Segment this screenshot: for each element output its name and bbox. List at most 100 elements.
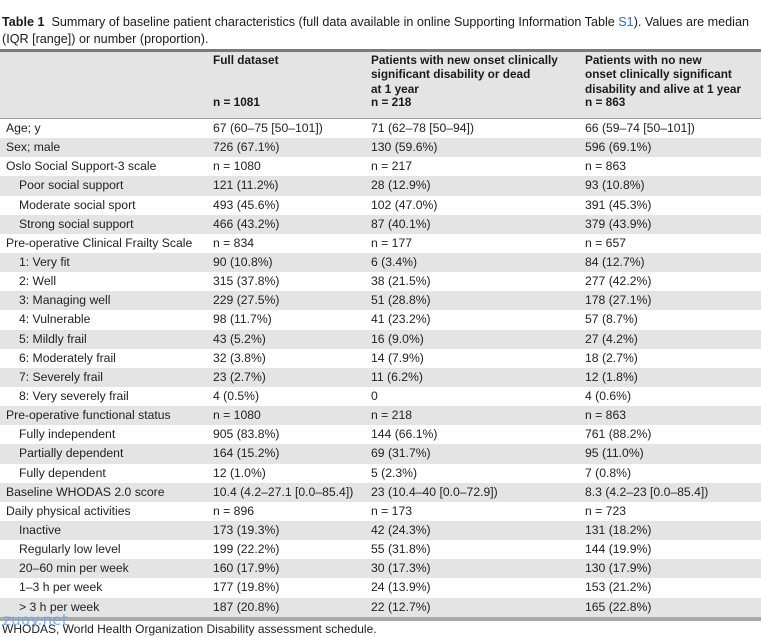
table-row: 5: Mildly frail 43 (5.2%) 16 (9.0%) 27 (4.2… [0,329,761,349]
row-label: 7: Severely frail [19,369,103,384]
cell-full-dataset: 12 (1.0%) [213,465,266,480]
table-row: > 3 h per week 187 (20.8%) 22 (12.7%) 165 (… [0,597,761,617]
cell-no-new-onset: 165 (22.8%) [585,599,652,614]
cell-full-dataset: 177 (19.8%) [213,580,280,595]
cell-new-onset: 42 (24.3%) [371,522,431,537]
cell-new-onset: 71 (62–78 [50–94]) [371,121,474,135]
cell-new-onset: 22 (12.7%) [371,599,431,614]
cell-full-dataset: n = 1080 [213,408,261,423]
cell-new-onset: 0 [371,388,378,403]
cell-full-dataset: 43 (5.2%) [213,331,266,346]
cell-no-new-onset: 95 (11.0%) [585,446,644,461]
row-label: 4: Vulnerable [19,312,91,327]
cell-full-dataset: 160 (17.9%) [213,561,280,576]
row-label: Fully dependent [19,465,106,480]
header-no-new-onset-n: n = 863 [585,95,626,109]
cell-no-new-onset: n = 863 [585,408,627,423]
cell-new-onset: 69 (31.7%) [371,446,431,461]
cell-new-onset: n = 173 [371,503,413,518]
table-bottom-rule [0,617,761,621]
cell-full-dataset: n = 896 [213,503,255,518]
table-row: Baseline WHODAS 2.0 score 10.4 (4.2–27.1 … [0,482,761,502]
cell-no-new-onset: 7 (0.8%) [585,465,632,480]
table-row: Sex; male 726 (67.1%) 130 (59.6%) 596 (69.1… [0,138,761,158]
cell-full-dataset: 905 (83.8%) [213,427,280,442]
table-row: 2: Well 315 (37.8%) 38 (21.5%) 277 (42.2%) [0,272,761,291]
row-label: Moderate social sport [19,197,136,212]
table-top-rule [0,49,761,52]
cell-full-dataset: 10.4 (4.2–27.1 [0.0–85.4]) [213,484,354,499]
caption-text-after: ). Values are median (IQR [range]) or nu… [2,15,749,46]
cell-new-onset: 55 (31.8%) [371,542,431,557]
cell-no-new-onset: 8.3 (4.2–23 [0.0–85.4]) [585,484,709,499]
row-label: 1–3 h per week [19,580,103,595]
header-full-title: Full dataset [213,53,279,67]
table-row: Oslo Social Support-3 scale n = 1080 n = 2… [0,157,761,176]
cell-full-dataset: 98 (11.7%) [213,312,272,327]
cell-new-onset: 14 (7.9%) [371,350,424,365]
table-row: 3: Managing well 229 (27.5%) 51 (28.8%) 178… [0,291,761,311]
header-full-dataset: Full dataset n = 1081 [213,53,363,117]
cell-full-dataset: 493 (45.6%) [213,197,280,212]
cell-no-new-onset: 277 (42.2%) [585,274,652,289]
cell-full-dataset: 315 (37.8%) [213,274,280,289]
row-label: 5: Mildly frail [19,331,87,346]
row-label: Pre-operative Clinical Frailty Scale [6,235,193,250]
header-no-new-onset: Patients with no new onset clinically si… [585,53,760,117]
cell-no-new-onset: 130 (17.9%) [585,561,652,576]
header-full-n: n = 1081 [213,95,260,109]
cell-new-onset: 41 (23.2%) [371,312,431,327]
table-number: Table 1 [2,15,45,29]
table-caption: Table 1 Summary of baseline patient char… [2,14,760,48]
cell-new-onset: 130 (59.6%) [371,140,438,155]
table-header: Full dataset n = 1081 Patients with new … [0,52,761,119]
cell-no-new-onset: n = 723 [585,503,627,518]
table-row: 8: Very severely frail 4 (0.5%) 0 4 (0.6%) [0,387,761,406]
table-row: Pre-operative functional status n = 1080 n… [0,406,761,426]
cell-no-new-onset: 379 (43.9%) [585,216,652,231]
cell-full-dataset: 90 (10.8%) [213,254,273,269]
cell-new-onset: 144 (66.1%) [371,427,438,442]
row-label: Strong social support [19,216,134,231]
supporting-table-link[interactable]: S1 [618,15,634,29]
table-row: Moderate social sport 493 (45.6%) 102 (47.… [0,196,761,215]
cell-new-onset: 87 (40.1%) [371,216,431,231]
cell-full-dataset: 466 (43.2%) [213,216,280,231]
cell-new-onset: 11 (6.2%) [371,369,423,384]
cell-full-dataset: 67 (60–75 [50–101]) [213,121,323,135]
watermark: zuoy.net [3,611,69,629]
cell-no-new-onset: 12 (1.8%) [585,369,638,384]
cell-no-new-onset: 66 (59–74 [50–101]) [585,121,695,135]
cell-new-onset: 30 (17.3%) [371,561,431,576]
table-row: 1: Very fit 90 (10.8%) 6 (3.4%) 84 (12.7%) [0,252,761,273]
row-label: 1: Very fit [19,254,70,269]
cell-full-dataset: 32 (3.8%) [213,350,266,365]
table-row: Inactive 173 (19.3%) 42 (24.3%) 131 (18.2%) [0,520,761,541]
cell-new-onset: 6 (3.4%) [371,254,418,269]
header-new-onset-line-1: Patients with new onset clinically [371,53,558,67]
cell-full-dataset: 4 (0.5%) [213,388,260,403]
cell-new-onset: n = 177 [371,235,413,250]
row-label: Baseline WHODAS 2.0 score [6,484,165,499]
cell-no-new-onset: n = 863 [585,159,627,174]
header-new-onset-n: n = 218 [371,95,412,109]
cell-full-dataset: 199 (22.2%) [213,542,280,557]
table-row: Poor social support 121 (11.2%) 28 (12.9%)… [0,176,761,196]
cell-full-dataset: 187 (20.8%) [213,599,280,614]
table-row: Regularly low level 199 (22.2%) 55 (31.8%)… [0,540,761,559]
cell-new-onset: 38 (21.5%) [371,274,431,289]
cell-new-onset: 5 (2.3%) [371,465,418,480]
cell-new-onset: 24 (13.9%) [371,580,431,595]
header-new-onset-line-2: significant disability or dead [371,67,531,82]
cell-no-new-onset: 84 (12.7%) [585,254,645,269]
row-label: 8: Very severely frail [19,388,129,403]
row-label: 3: Managing well [19,293,111,308]
table-row: Daily physical activities n = 896 n = 173 n… [0,502,761,521]
cell-no-new-onset: 27 (4.2%) [585,331,638,346]
cell-no-new-onset: 153 (21.2%) [585,580,652,595]
cell-full-dataset: n = 1080 [213,159,261,174]
cell-full-dataset: 121 (11.2%) [213,178,279,193]
header-new-onset: Patients with new onset clinically signi… [371,53,581,117]
table-row: 20–60 min per week 160 (17.9%) 30 (17.3%) 1… [0,559,761,579]
